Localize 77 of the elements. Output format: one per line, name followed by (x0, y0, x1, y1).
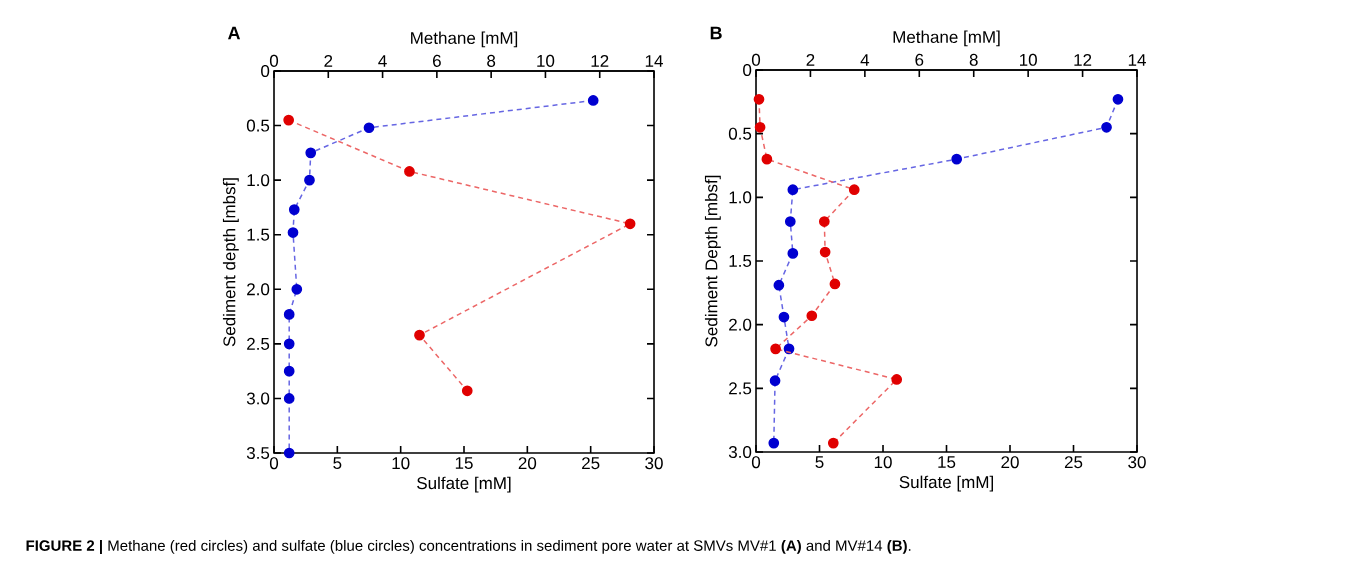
x2-tick-label: 4 (378, 55, 387, 67)
x-axis-title: Sulfate [mM] (417, 476, 511, 493)
y-tick-label: 2.5 (247, 337, 270, 350)
x-axis-title: Sulfate [mM] (899, 475, 993, 492)
point (769, 375, 781, 387)
x-tick-label: 5 (333, 457, 342, 470)
chart-title: B (710, 26, 722, 40)
point (283, 447, 295, 459)
point (287, 227, 299, 238)
point (283, 309, 295, 320)
y-tick-label: 2.0 (247, 283, 270, 296)
x-tick-label: 5 (815, 456, 824, 469)
y-tick-label: 2.0 (729, 318, 752, 331)
x2-tick-label: 12 (1074, 53, 1092, 66)
x2-tick-label: 2 (806, 53, 815, 66)
point (363, 122, 375, 134)
x2-tick-label: 0 (269, 54, 279, 67)
x2-tick-label: 6 (433, 54, 441, 67)
x-tick-label: 15 (455, 457, 473, 470)
x2-axis-title: Methane [mM] (893, 30, 1000, 47)
x-tick-label: 20 (518, 457, 537, 470)
point (784, 216, 796, 227)
y-tick-label: 3.0 (246, 392, 270, 405)
x-tick-label: 10 (392, 457, 410, 470)
point (783, 343, 795, 355)
x2-tick-label: 0 (751, 53, 761, 66)
x-tick-label: 30 (1128, 456, 1146, 469)
y-tick-label: 1.5 (729, 255, 752, 267)
text: FIGURE 2 | Methane (red circles) and sulfate (blue circles) concentrations in sediment pore water at SMVs MV#1 (A) and MV#14 (B). (26, 539, 911, 555)
point (1101, 121, 1112, 133)
x2-tick-label: 2 (324, 55, 333, 67)
point (951, 153, 963, 165)
y-tick-label: 0.5 (728, 127, 752, 140)
point (587, 95, 599, 106)
x2-tick-label: 8 (487, 54, 496, 67)
x2-tick-label: 12 (591, 55, 609, 67)
x2-tick-label: 4 (860, 54, 870, 66)
point (288, 204, 300, 215)
x-tick-label: 25 (1064, 456, 1083, 469)
y-tick-label: 0.5 (246, 119, 270, 132)
x2-tick-label: 10 (1020, 53, 1037, 66)
y-tick-label: 2.5 (729, 382, 752, 395)
x-tick-label: 30 (645, 457, 663, 470)
x-tick-label: 25 (582, 457, 600, 470)
x2-tick-label: 14 (1128, 54, 1146, 66)
x2-tick-label: 10 (537, 54, 555, 67)
y-tick-label: 3.0 (728, 445, 752, 459)
y-axis-title: Sediment Depth [mbsf] (704, 175, 721, 347)
point (283, 338, 295, 350)
x-tick-label: 0 (269, 457, 279, 470)
y-axis-title: Sediment depth [mbsf] (222, 178, 239, 347)
point (283, 393, 295, 404)
y-tick-label: 1.0 (729, 191, 752, 204)
x-tick-label: 20 (1001, 456, 1019, 469)
y-tick-label: 1.0 (247, 174, 270, 187)
point (787, 248, 799, 259)
point (773, 279, 785, 291)
x2-tick-label: 14 (645, 55, 663, 67)
x2-tick-label: 8 (969, 53, 978, 66)
point (283, 365, 295, 377)
y-tick-label: 0 (261, 64, 270, 78)
y-tick-label: 3.5 (246, 446, 270, 460)
x-tick-label: 0 (751, 456, 761, 469)
point (291, 283, 303, 295)
point (778, 311, 790, 323)
x2-tick-label: 6 (915, 53, 924, 66)
x-tick-label: 10 (874, 456, 892, 469)
y-tick-label: 0 (743, 63, 752, 77)
chart-title: A (227, 26, 241, 40)
point (1112, 93, 1124, 105)
x2-axis-title: Methane [mM] (411, 31, 518, 48)
point (768, 437, 780, 449)
point (304, 174, 315, 186)
y-tick-label: 1.5 (247, 228, 270, 241)
point (787, 184, 799, 196)
point (305, 147, 317, 159)
x-tick-label: 15 (938, 456, 956, 469)
